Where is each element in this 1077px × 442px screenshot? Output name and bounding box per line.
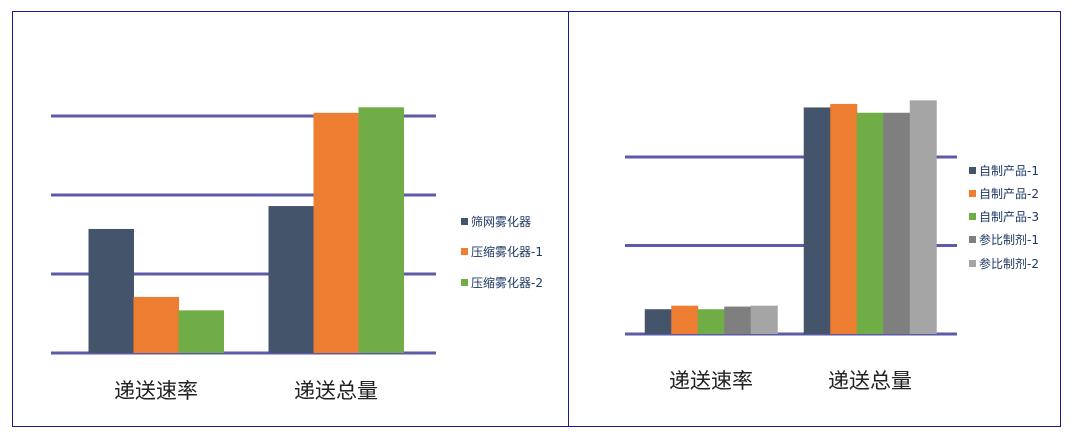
bar-参比制剂-1-递送速率 <box>724 306 752 334</box>
legend-label: 压缩雾化器-1 <box>471 244 543 259</box>
bar-自制产品-3-递送速率 <box>697 309 725 334</box>
category-label: 递送总量 <box>828 369 912 393</box>
legend-swatch <box>461 248 468 255</box>
bar-自制产品-2-递送速率 <box>671 305 699 334</box>
bar-压缩雾化器-2-递送速率 <box>178 310 224 353</box>
category-label: 递送总量 <box>294 379 378 403</box>
legend-swatch <box>969 167 976 174</box>
bar-参比制剂-2-递送速率 <box>750 305 778 334</box>
legend-swatch <box>969 236 976 243</box>
legend-swatch <box>969 190 976 197</box>
legend-swatch <box>969 213 976 220</box>
bar-自制产品-1-递送速率 <box>644 309 672 334</box>
category-label: 递送速率 <box>114 379 198 403</box>
legend-swatch <box>461 218 468 225</box>
bar-自制产品-3-递送总量 <box>856 112 884 334</box>
legend-label: 自制产品-3 <box>979 210 1039 224</box>
bar-自制产品-1-递送总量 <box>803 107 831 334</box>
legend-label: 自制产品-1 <box>979 164 1039 178</box>
legend-label: 自制产品-2 <box>979 187 1039 201</box>
legend-swatch <box>461 279 468 286</box>
bar-自制产品-2-递送总量 <box>830 103 858 335</box>
bar-参比制剂-1-递送总量 <box>883 112 911 334</box>
bar-参比制剂-2-递送总量 <box>909 100 937 334</box>
bar-筛网雾化器-递送总量 <box>268 206 314 353</box>
bar-筛网雾化器-递送速率 <box>88 228 134 353</box>
bar-压缩雾化器-1-递送速率 <box>133 296 179 353</box>
legend-label: 筛网雾化器 <box>471 214 531 229</box>
chart-frame <box>568 11 1061 427</box>
category-label: 递送速率 <box>669 369 753 393</box>
chart-2: 递送速率 递送总量 自制产品-1 自制产品-2 自制产品-3 参比制剂-1 参比制剂-2 <box>568 11 1061 427</box>
legend-label: 参比制剂-1 <box>979 232 1039 247</box>
legend-label: 压缩雾化器-2 <box>471 275 543 290</box>
legend-swatch <box>969 260 976 267</box>
bar-压缩雾化器-1-递送总量 <box>313 112 359 353</box>
legend-label: 参比制剂-2 <box>979 256 1039 271</box>
bar-压缩雾化器-2-递送总量 <box>358 107 404 353</box>
